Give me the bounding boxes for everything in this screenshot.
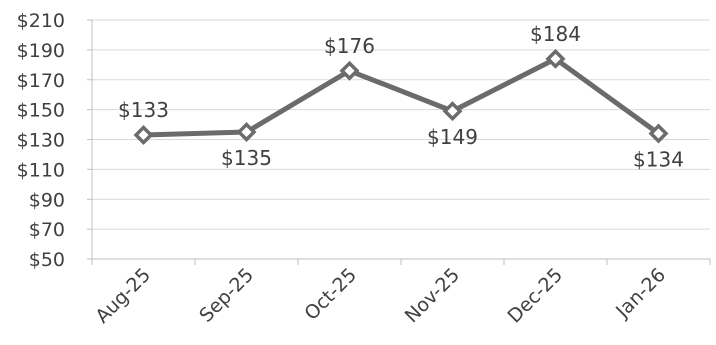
y-tick-label: $50	[29, 249, 65, 271]
y-tick-labels: $50 $70 $90 $110 $130 $150 $170 $190 $210	[17, 10, 65, 271]
data-label: $135	[221, 146, 272, 170]
data-point-marker	[648, 123, 669, 144]
data-point-marker	[545, 48, 566, 69]
data-point-marker	[133, 125, 154, 145]
y-tick-label: $90	[29, 189, 65, 211]
y-tick-label: $110	[17, 159, 65, 181]
y-tick-label: $70	[29, 219, 65, 241]
data-point-marker	[339, 60, 360, 81]
data-labels: $133 $135 $176 $149 $184 $134	[118, 22, 684, 172]
x-tick-labels: Aug-25 Sep-25 Oct-25 Nov-25 Dec-25 Jan-26	[91, 264, 670, 328]
data-label: $149	[427, 125, 478, 149]
x-tick-label: Nov-25	[401, 264, 464, 327]
y-tick-label: $170	[17, 70, 65, 92]
x-tick-label: Aug-25	[91, 264, 155, 328]
data-point-marker	[442, 101, 463, 122]
series	[133, 48, 669, 145]
data-label: $133	[118, 98, 169, 122]
series-line	[141, 56, 661, 138]
gridlines	[92, 19, 710, 230]
axes	[87, 19, 711, 265]
y-tick-label: $130	[17, 130, 65, 152]
y-tick-label: $190	[17, 40, 65, 62]
data-label: $184	[530, 22, 581, 46]
x-tick-label: Jan-26	[611, 264, 670, 323]
data-label: $134	[633, 148, 684, 172]
x-tick-label: Dec-25	[504, 264, 568, 328]
x-tick-label: Oct-25	[300, 264, 361, 325]
y-tick-label: $210	[17, 10, 65, 32]
data-point-marker	[236, 122, 257, 143]
x-tick-label: Sep-25	[195, 264, 258, 327]
data-label: $176	[324, 34, 375, 58]
y-tick-label: $150	[17, 100, 65, 122]
